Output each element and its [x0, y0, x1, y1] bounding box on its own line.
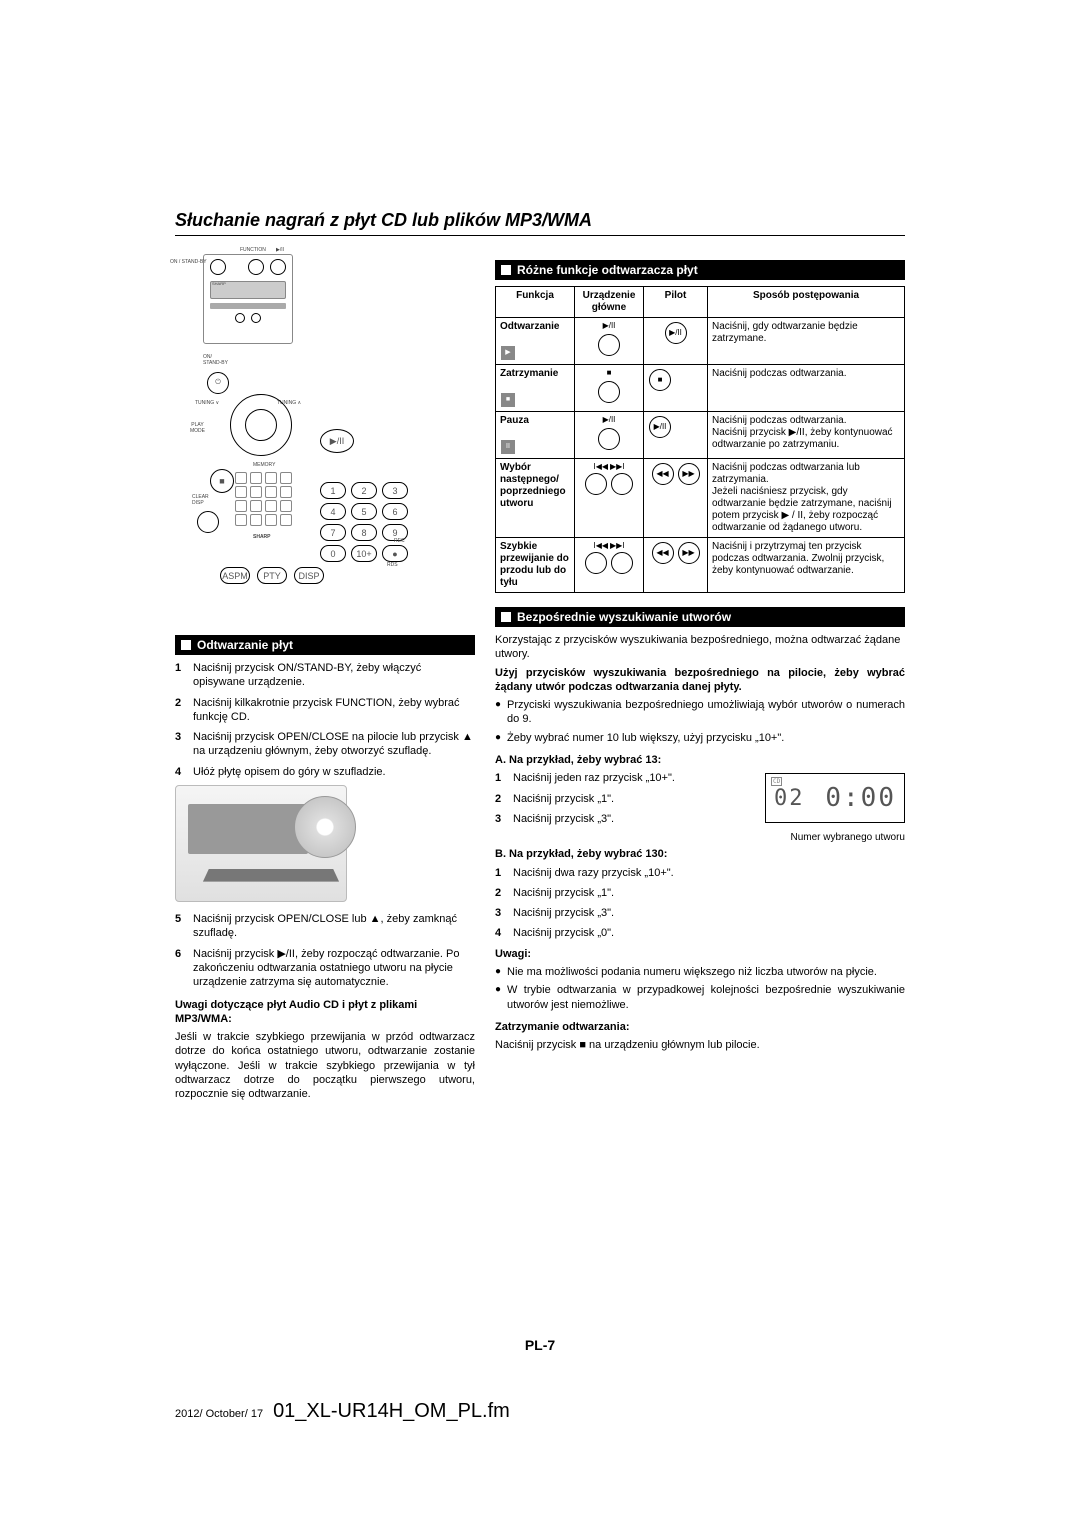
- playback-step: 1Naciśnij przycisk ON/STAND-BY, żeby włą…: [175, 661, 475, 690]
- list-item: 3Naciśnij przycisk „3".: [495, 812, 757, 826]
- playback-step: 4Ułóż płytę opisem do góry w szufladzie.: [175, 765, 475, 779]
- list-item: 1Naciśnij jeden raz przycisk „10+".: [495, 771, 757, 785]
- prev-track-icon: [585, 473, 607, 495]
- playback-steps: 1Naciśnij przycisk ON/STAND-BY, żeby włą…: [175, 661, 475, 779]
- stop-title: Zatrzymanie odtwarzania:: [495, 1020, 905, 1034]
- footer-filename: 01_XL-UR14H_OM_PL.fm: [273, 1400, 510, 1423]
- rewind-icon: ◀◀: [652, 463, 674, 485]
- playback-step: 6Naciśnij przycisk ▶/II, żeby rozpocząć …: [175, 947, 475, 990]
- notes-header: Uwagi dotyczące płyt Audio CD i płyt z p…: [175, 998, 475, 1027]
- table-row: Zatrzymanie ■ ■ ■ Naciśnij podczas odtwa…: [496, 365, 905, 412]
- search-section-header: Bezpośrednie wyszukiwanie utworów: [495, 607, 905, 627]
- list-item: 2Naciśnij przycisk „1".: [495, 886, 905, 900]
- example-b-steps: 1Naciśnij dwa razy przycisk „10+". 2Naci…: [495, 866, 905, 941]
- page-title: Słuchanie nagrań z płyt CD lub plików MP…: [175, 210, 905, 231]
- play-pause-button-icon: [598, 334, 620, 356]
- page-number: PL-7: [0, 1337, 1080, 1353]
- unit-display: SHARP: [210, 281, 286, 299]
- columns: FUNCTION ▶/II ON / STAND-BY SHARP: [175, 254, 905, 1106]
- playback-steps-cont: 5Naciśnij przycisk OPEN/CLOSE lub ▲, żeb…: [175, 912, 475, 989]
- list-item: 2Naciśnij przycisk „1".: [495, 792, 757, 806]
- fast-forward-icon: ▶▶: [678, 463, 700, 485]
- rewind-icon: ◀◀: [652, 542, 674, 564]
- list-item: Nie ma możliwości podania numeru większe…: [495, 965, 905, 979]
- stop-icon: ■: [501, 393, 515, 407]
- remote-drawing: ON/ STAND-BY ⏻ TUNING ∨ TUNING ∧ PLAY MO…: [175, 354, 415, 614]
- list-item: 1Naciśnij dwa razy przycisk „10+".: [495, 866, 905, 880]
- stop-button-icon: ■: [649, 369, 671, 391]
- table-section-header: Różne funkcje odtwarzacza płyt: [495, 260, 905, 280]
- table-row: Wybór następnego/ poprzedniego utworu I◀…: [496, 459, 905, 538]
- list-item: 4Naciśnij przycisk „0".: [495, 926, 905, 940]
- play-icon: ▶: [501, 346, 515, 360]
- stop-button-icon: ■: [210, 469, 234, 493]
- right-column: Różne funkcje odtwarzacza płyt Funkcja U…: [495, 254, 905, 1106]
- play-pause-button-icon: ▶/II: [320, 429, 354, 453]
- search-use-note: Użyj przycisków wyszukiwania bezpośredni…: [495, 666, 905, 695]
- playback-step: 2Naciśnij kilkakrotnie przycisk FUNCTION…: [175, 696, 475, 725]
- main-unit-drawing: FUNCTION ▶/II ON / STAND-BY SHARP: [203, 254, 293, 344]
- stop-button-icon: [598, 381, 620, 403]
- cd-indicator-icon: CD: [771, 777, 782, 786]
- example-a-title: A. Na przykład, żeby wybrać 13:: [495, 753, 905, 767]
- lcd-display: CD 02 0:00: [765, 773, 905, 823]
- track-number: 02: [774, 786, 805, 811]
- device-diagram: FUNCTION ▶/II ON / STAND-BY SHARP: [175, 254, 475, 629]
- table-row: Odtwarzanie ▶ ▶/II ▶/II Naci: [496, 318, 905, 365]
- table-row: Szybkie przewijanie do przodu lub do tył…: [496, 538, 905, 593]
- play-pause-button-icon: [598, 428, 620, 450]
- track-time: 0:00: [825, 783, 896, 813]
- playback-step: 3Naciśnij przycisk OPEN/CLOSE na pilocie…: [175, 730, 475, 759]
- playback-step: 5Naciśnij przycisk OPEN/CLOSE lub ▲, żeb…: [175, 912, 475, 941]
- footer: 2012/ October/ 17 01_XL-UR14H_OM_PL.fm: [175, 1400, 510, 1423]
- next-track-icon: [611, 552, 633, 574]
- list-item: W trybie odtwarzania w przypadkowej kole…: [495, 983, 905, 1012]
- footer-date: 2012/ October/ 17: [175, 1408, 263, 1420]
- display-caption: Numer wybranego utworu: [495, 832, 905, 843]
- list-item: 3Naciśnij przycisk „3".: [495, 906, 905, 920]
- stop-text: Naciśnij przycisk ■ na urządzeniu główny…: [495, 1038, 905, 1052]
- search-bullets: Przyciski wyszukiwania bezpośredniego um…: [495, 698, 905, 745]
- pause-icon: II: [501, 440, 515, 454]
- prev-track-icon: [585, 552, 607, 574]
- left-section-header: Odtwarzanie płyt: [175, 635, 475, 655]
- left-column: FUNCTION ▶/II ON / STAND-BY SHARP: [175, 254, 475, 1106]
- next-track-icon: [611, 473, 633, 495]
- search-intro: Korzystając z przycisków wyszukiwania be…: [495, 633, 905, 662]
- cd-insert-photo: [175, 785, 347, 902]
- table-header-row: Funkcja Urządzenie główne Pilot Sposób p…: [496, 287, 905, 318]
- fast-forward-icon: ▶▶: [678, 542, 700, 564]
- square-marker-icon: [501, 265, 511, 275]
- title-rule: [175, 235, 905, 236]
- functions-table: Funkcja Urządzenie główne Pilot Sposób p…: [495, 286, 905, 593]
- play-pause-button-icon: ▶/II: [649, 416, 671, 438]
- list-item: Przyciski wyszukiwania bezpośredniego um…: [495, 698, 905, 727]
- square-marker-icon: [501, 612, 511, 622]
- example-b-title: B. Na przykład, żeby wybrać 130:: [495, 847, 905, 861]
- notes-list: Nie ma możliwości podania numeru większe…: [495, 965, 905, 1012]
- notes-body: Jeśli w trakcie szybkiego przewijania w …: [175, 1030, 475, 1101]
- notes-title: Uwagi:: [495, 947, 905, 961]
- square-marker-icon: [181, 640, 191, 650]
- table-row: Pauza II ▶/II ▶/II Naciśnij podczas odtw…: [496, 412, 905, 459]
- cd-disc-icon: [294, 796, 356, 858]
- standby-button-icon: ⏻: [207, 372, 229, 394]
- play-pause-button-icon: ▶/II: [665, 322, 687, 344]
- list-item: Żeby wybrać numer 10 lub większy, użyj p…: [495, 731, 905, 745]
